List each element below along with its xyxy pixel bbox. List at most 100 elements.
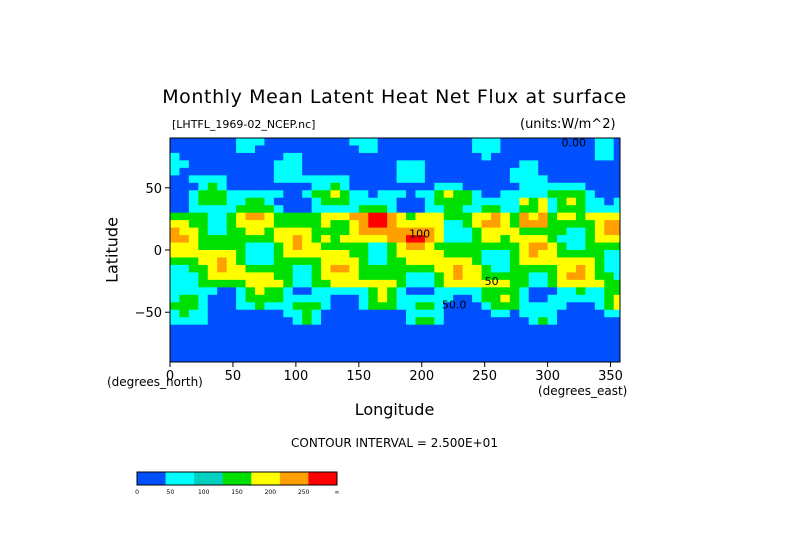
heatmap-cell <box>490 212 501 221</box>
heatmap-cell <box>490 152 501 161</box>
heatmap-cell <box>594 205 605 214</box>
heatmap-cell <box>509 152 520 161</box>
heatmap-cell <box>339 302 350 311</box>
heatmap-cell <box>585 287 596 296</box>
heatmap-cell <box>311 242 322 251</box>
heatmap-cell <box>188 279 199 288</box>
heatmap-cell <box>236 197 247 206</box>
heatmap-cell <box>443 332 454 341</box>
heatmap-cell <box>538 294 549 303</box>
heatmap-cell <box>292 317 303 326</box>
heatmap-cell <box>170 227 180 236</box>
heatmap-cell <box>575 264 586 273</box>
heatmap-cell <box>557 264 568 273</box>
heatmap-cell <box>188 242 199 251</box>
heatmap-cell <box>245 160 256 169</box>
heatmap-cell <box>358 197 369 206</box>
heatmap-cell <box>472 324 483 333</box>
heatmap-cell <box>613 317 621 326</box>
heatmap-cell <box>613 235 621 244</box>
heatmap-cell <box>339 152 350 161</box>
heatmap-cell <box>585 332 596 341</box>
heatmap-cell <box>302 339 313 348</box>
heatmap-cell <box>226 257 237 266</box>
contour-label: 100 <box>409 228 430 241</box>
heatmap-cell <box>396 227 407 236</box>
heatmap-cell <box>170 272 180 281</box>
heatmap-cell <box>443 182 454 191</box>
heatmap-cell <box>358 294 369 303</box>
heatmap-cell <box>264 197 275 206</box>
heatmap-cell <box>396 182 407 191</box>
heatmap-cell <box>254 138 265 146</box>
heatmap-cell <box>406 257 416 266</box>
heatmap-cell <box>585 160 596 169</box>
heatmap-cell <box>292 138 303 146</box>
heatmap-cell <box>443 264 454 273</box>
heatmap-cell <box>443 347 454 356</box>
heatmap-cell <box>302 235 313 244</box>
heatmap-cell <box>217 302 228 311</box>
heatmap-cell <box>217 264 228 273</box>
heatmap-cell <box>396 302 407 311</box>
heatmap-cell <box>339 257 350 266</box>
heatmap-cell <box>207 235 218 244</box>
heatmap-cell <box>538 182 549 191</box>
heatmap-cell <box>254 339 265 348</box>
heatmap-cell <box>509 309 520 318</box>
heatmap-cell <box>226 347 237 356</box>
heatmap-cell <box>264 272 275 281</box>
heatmap-cell <box>283 212 294 221</box>
heatmap-cell <box>538 167 549 176</box>
heatmap-cell <box>519 339 530 348</box>
heatmap-cell <box>585 212 596 221</box>
heatmap-cell <box>519 242 530 251</box>
heatmap-cell <box>424 205 435 214</box>
heatmap-cell <box>528 205 539 214</box>
heatmap-cell <box>358 347 369 356</box>
heatmap-cell <box>170 309 180 318</box>
heatmap-cell <box>585 190 596 199</box>
heatmap-cell <box>349 197 360 206</box>
heatmap-cell <box>575 332 586 341</box>
heatmap-cell <box>519 197 530 206</box>
heatmap-cell <box>349 190 360 199</box>
heatmap-cell <box>519 302 530 311</box>
heatmap-cell <box>339 182 350 191</box>
heatmap-cell <box>387 197 398 206</box>
heatmap-cell <box>273 138 284 146</box>
heatmap-cell <box>528 160 539 169</box>
heatmap-cell <box>462 175 473 184</box>
heatmap-cell <box>575 197 586 206</box>
heatmap-cell <box>462 212 473 221</box>
heatmap-cell <box>179 227 190 236</box>
heatmap-cell <box>462 347 473 356</box>
heatmap-cell <box>538 152 549 161</box>
heatmap-cell <box>424 264 435 273</box>
heatmap-cell <box>424 279 435 288</box>
heatmap-cell <box>424 220 435 229</box>
heatmap-cell <box>415 294 426 303</box>
heatmap-cell <box>330 339 341 348</box>
heatmap-cell <box>538 302 549 311</box>
heatmap-cell <box>368 227 379 236</box>
heatmap-cell <box>472 257 483 266</box>
heatmap-cell <box>500 317 511 326</box>
heatmap-cell <box>566 332 577 341</box>
heatmap-cell <box>339 272 350 281</box>
heatmap-cell <box>424 272 435 281</box>
heatmap-cell <box>575 167 586 176</box>
heatmap-cell <box>481 317 492 326</box>
x-axis-label: Longitude <box>354 400 435 419</box>
heatmap-cell <box>207 242 218 251</box>
heatmap-cell <box>519 250 530 258</box>
heatmap-cell <box>358 354 369 363</box>
heatmap-cell <box>613 339 621 348</box>
heatmap-cell <box>434 354 445 363</box>
heatmap-cell <box>406 190 416 199</box>
heatmap-cell <box>358 190 369 199</box>
heatmap-cell <box>254 235 265 244</box>
heatmap-cell <box>292 302 303 311</box>
heatmap-cell <box>339 138 350 146</box>
heatmap-cell <box>207 220 218 229</box>
